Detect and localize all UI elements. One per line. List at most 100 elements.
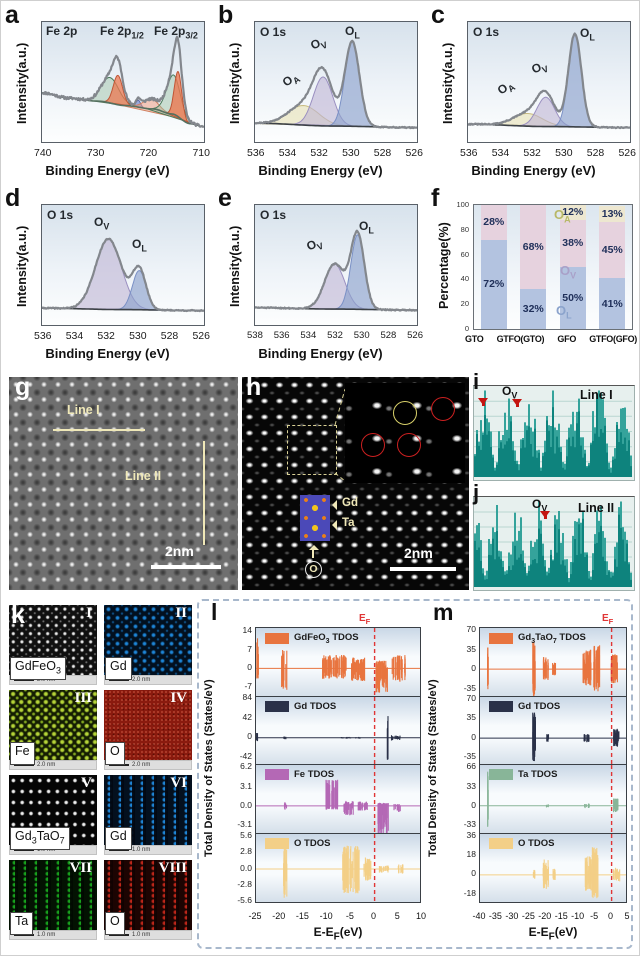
y-tick: 0 bbox=[247, 662, 252, 673]
legend-label: Ta TDOS bbox=[518, 769, 558, 780]
bar-value-label: 13% bbox=[601, 208, 623, 221]
panel-c-x-axis-label: Binding Energy (eV) bbox=[471, 163, 596, 178]
vacancy-arrow-icon bbox=[512, 399, 523, 407]
y-tick: 35 bbox=[466, 712, 476, 723]
y-tick: 0.0 bbox=[240, 799, 252, 810]
bar-segment-O_A bbox=[559, 205, 586, 220]
peak-annotation-2p12: Fe 2p1/2 bbox=[100, 24, 144, 41]
bar-segment-O_V bbox=[559, 219, 586, 267]
panel-l-y-axis-label: Total Density of States (States/eV) bbox=[203, 679, 215, 857]
scalebar-text: 1.0 nm bbox=[37, 847, 56, 853]
legend: Gd TDOS bbox=[265, 700, 336, 712]
map-numeral: VII bbox=[69, 860, 92, 876]
scalebar bbox=[390, 567, 456, 571]
panel-c-x-ticks: 536 534 532 530 528 526 bbox=[460, 147, 636, 159]
ov-annotation: OV bbox=[532, 497, 548, 514]
oxygen-vacancy-circle bbox=[431, 397, 455, 421]
x-tick: 528 bbox=[160, 330, 179, 342]
panel-d: d Intensity(a.u.) O 1s OV OL 536 534 532 53… bbox=[1, 184, 214, 373]
x-tick: 536 bbox=[34, 330, 52, 342]
x-tick: 5 bbox=[394, 911, 400, 921]
x-tick: 530 bbox=[129, 330, 147, 342]
y-tick: 7 bbox=[247, 643, 252, 654]
eds-map-gd: II Gd 2.0 nm bbox=[104, 605, 192, 685]
vacancy-arrow-icon bbox=[478, 398, 489, 406]
oxygen-vacancy-circle bbox=[397, 433, 421, 457]
y-tick: 0.0 bbox=[240, 862, 252, 873]
scalebar bbox=[151, 565, 221, 569]
crystal-structure-model bbox=[300, 495, 330, 541]
legend-ol: OL bbox=[556, 303, 572, 321]
oxygen-site-circle-yellow bbox=[393, 401, 417, 425]
x-tick: -35 bbox=[488, 911, 502, 921]
panel-m-subplot-1: 70 35 0 -35 Gd TDOS bbox=[453, 693, 627, 766]
x-tick: 538 bbox=[247, 330, 263, 341]
intensity-profile-line1: OV Line I bbox=[473, 384, 635, 481]
bar-value-label: 41% bbox=[601, 297, 623, 310]
panel-a-y-axis-label: Intensity(a.u.) bbox=[15, 42, 29, 124]
panel-h: h Gd Ta O 2nm bbox=[242, 373, 469, 590]
eds-map-o: IV O 2.0 nm bbox=[104, 690, 192, 770]
legend-swatch bbox=[489, 769, 513, 780]
map-numeral: I bbox=[86, 605, 92, 621]
panel-b: b Intensity(a.u.) O 1s OA OV OL 536 534 53… bbox=[214, 1, 427, 190]
y-tick: 100 bbox=[456, 200, 469, 209]
scalebar-strip: 2.0 nm bbox=[9, 760, 97, 770]
bar-value-label: 28% bbox=[483, 216, 505, 229]
x-tick: -25 bbox=[248, 911, 262, 921]
y-tick: 80 bbox=[460, 224, 469, 234]
panel-m-x-ticks: -40 -35 -30 -25 -20 -15 -10 -5 0 5 bbox=[472, 911, 629, 923]
x-tick: -20 bbox=[272, 911, 286, 921]
x-tick: -5 bbox=[345, 911, 354, 921]
y-tick: -7 bbox=[244, 681, 252, 692]
x-tick: -10 bbox=[571, 911, 585, 921]
spectrum-label: Fe 2p bbox=[46, 24, 78, 38]
panel-d-x-axis-label: Binding Energy (eV) bbox=[45, 346, 170, 361]
y-tick: 2.8 bbox=[240, 846, 252, 857]
y-ticks: 36 18 0 -18 bbox=[453, 829, 479, 903]
legend-label: GdFeO3 TDOS bbox=[294, 632, 359, 645]
x-tick: 534 bbox=[300, 330, 317, 341]
map-label: GdFeO3 bbox=[10, 657, 67, 680]
y-tick: 18 bbox=[466, 849, 476, 860]
panel-k-letter: k bbox=[11, 601, 25, 629]
x-tick: -15 bbox=[554, 911, 568, 921]
y-tick: 84 bbox=[242, 692, 252, 703]
y-tick: 60 bbox=[460, 249, 469, 259]
panel-h-letter: h bbox=[246, 373, 262, 401]
panel-a-plot: Fe 2p Fe 2p1/2 Fe 2p3/2 bbox=[41, 21, 205, 143]
bar-value-label: 72% bbox=[483, 278, 505, 291]
y-tick: 36 bbox=[466, 829, 476, 840]
map-label: Ta bbox=[10, 912, 34, 935]
panel-g: g Line I Line II 2nm bbox=[9, 373, 238, 590]
haadf-stem-image bbox=[9, 377, 238, 590]
intensity-profile-line2: OV Line II bbox=[473, 496, 635, 591]
y-tick: -33 bbox=[463, 819, 476, 830]
panel-c-y-axis-label: Intensity(a.u.) bbox=[441, 42, 455, 124]
bar-value-label: 50% bbox=[562, 292, 584, 304]
o-arrow-icon bbox=[309, 545, 319, 550]
panel-i: i OV Line I bbox=[473, 369, 637, 482]
panel-l-letter: l bbox=[211, 599, 218, 625]
panel-f-plot: 72% 28% 32% 68% 50% 38% 12% 41% 45% 13% OA OV OL bbox=[473, 204, 633, 330]
panel-d-x-ticks: 536 534 532 530 528 526 bbox=[34, 330, 210, 342]
panel-a-letter: a bbox=[5, 1, 19, 29]
line2-label: Line II bbox=[125, 469, 162, 483]
map-numeral: II bbox=[175, 605, 187, 621]
panel-j-profile-svg bbox=[474, 501, 632, 587]
panel-d-letter: d bbox=[5, 184, 21, 212]
legend: GdFeO3 TDOS bbox=[265, 632, 359, 645]
y-tick: 42 bbox=[242, 711, 252, 722]
line2-label: Line II bbox=[578, 501, 615, 515]
map-numeral: III bbox=[74, 690, 92, 706]
category-label: GTFO(GTO) bbox=[496, 334, 545, 344]
x-tick: 740 bbox=[34, 147, 52, 159]
gd-arrow-icon bbox=[332, 500, 337, 510]
dft-dos-section: l Total Density of States (States/eV) EF… bbox=[197, 599, 633, 949]
x-tick: 720 bbox=[139, 147, 158, 159]
y-tick: 35 bbox=[466, 643, 476, 654]
spectrum-label: O 1s bbox=[47, 208, 74, 222]
legend-label: Fe TDOS bbox=[294, 769, 335, 780]
line1-marker bbox=[53, 429, 145, 431]
